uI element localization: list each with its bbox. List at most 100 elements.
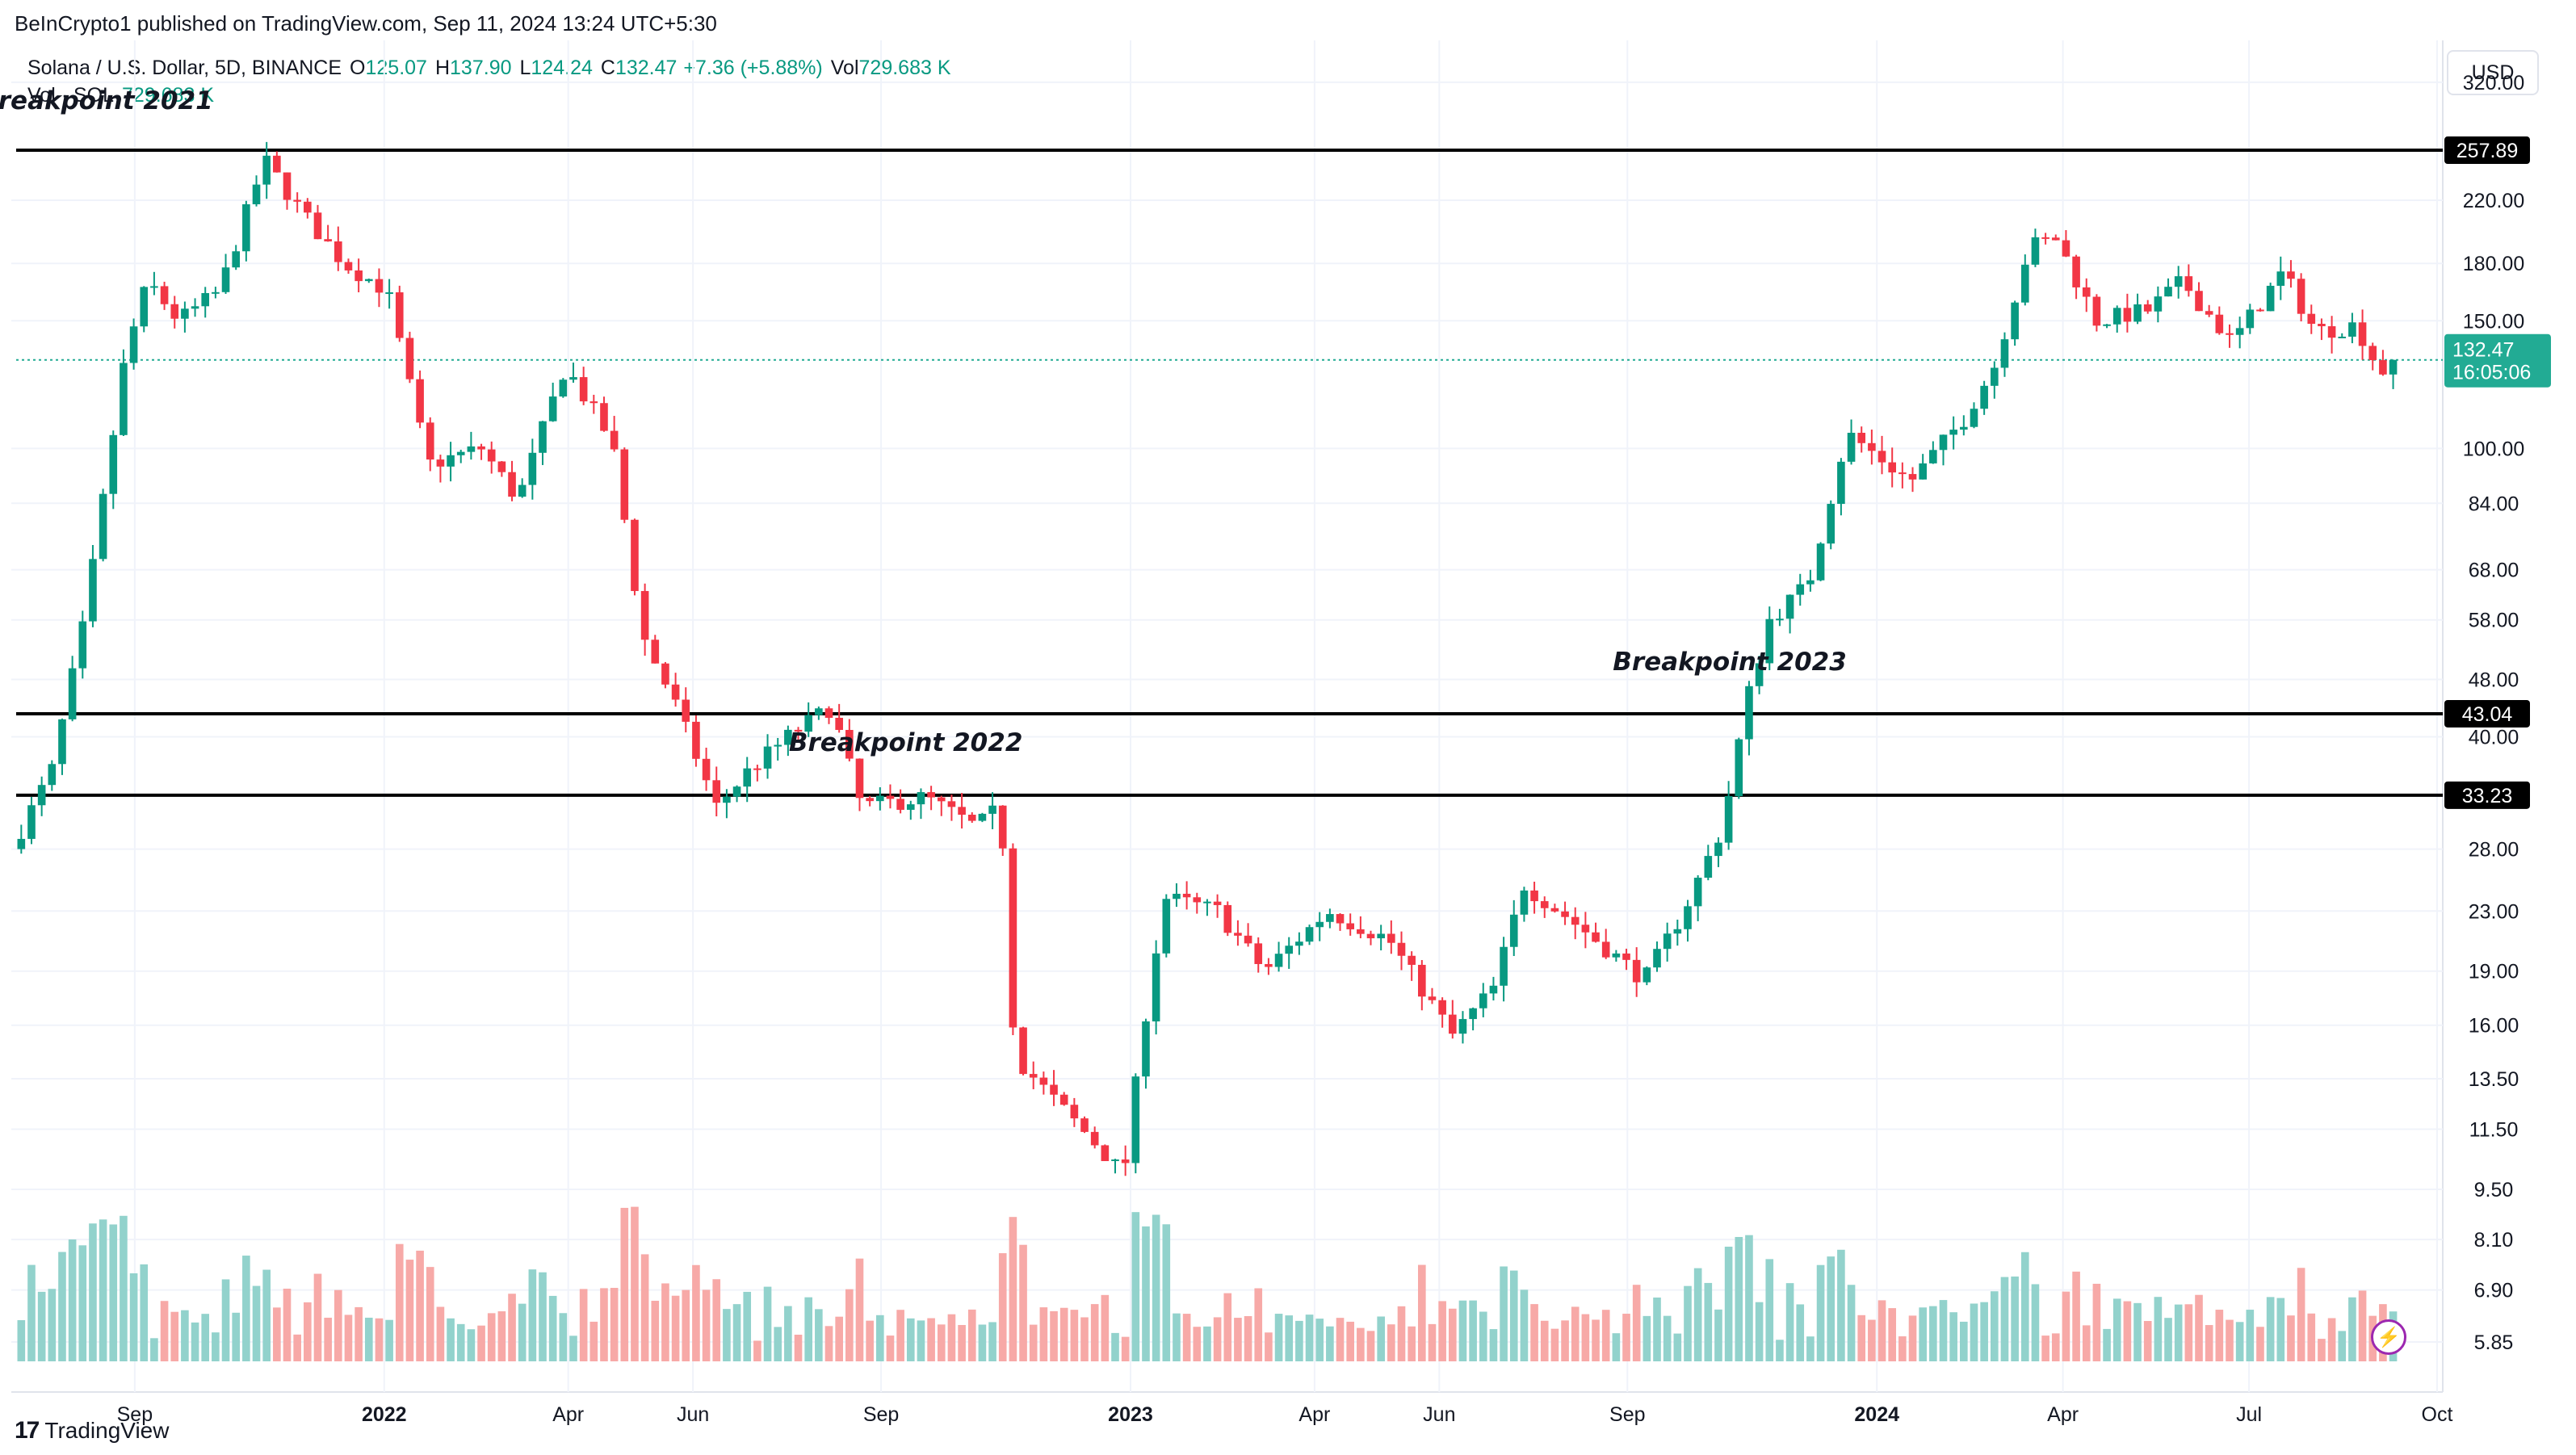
volume-bar (794, 1334, 803, 1361)
volume-bar (1684, 1285, 1692, 1361)
volume-bar (661, 1283, 669, 1361)
candle-body (2123, 308, 2132, 322)
y-axis: 320.00 220.00 180.00 150.00 100.00 84.00 68.00… (2463, 72, 2524, 1354)
volume-bar (804, 1297, 812, 1361)
candle-body (896, 799, 904, 810)
candle-body (682, 699, 690, 722)
volume-bar (1489, 1329, 1498, 1361)
volume-bar (1315, 1319, 1324, 1361)
candle-body (1458, 1019, 1467, 1034)
candle-body (763, 746, 772, 769)
candle-body (559, 379, 568, 397)
x-tick-label: Apr (1298, 1403, 1330, 1426)
candle-body (1632, 959, 1641, 983)
x-tick-label: Sep (117, 1403, 153, 1426)
candle-body (1592, 932, 1600, 942)
lightning-icon[interactable]: ⚡ (2371, 1319, 2406, 1355)
candle-body (610, 430, 619, 450)
candle-body (221, 267, 230, 292)
candle-body (1550, 908, 1559, 912)
candle-body (978, 813, 987, 821)
last-price-marker (2444, 333, 2551, 388)
volume-bar (262, 1269, 271, 1361)
volume-bar (120, 1215, 128, 1361)
volume-bar (181, 1310, 189, 1361)
candle-body (1877, 451, 1886, 463)
key-level-label: 43.04 (2462, 703, 2513, 726)
volume-bar (1223, 1293, 1232, 1361)
candle-body (252, 184, 261, 204)
y-tick-label: 6.90 (2474, 1280, 2514, 1302)
candle-body (1357, 929, 1365, 934)
candle-body (998, 805, 1007, 849)
volume-bar (1663, 1315, 1672, 1361)
key-level-label: 33.23 (2462, 785, 2513, 807)
candle-body (917, 792, 925, 805)
open-value: 125.07 (365, 57, 427, 79)
candle-body (1489, 985, 1498, 994)
volume-bar (1173, 1313, 1181, 1361)
candle-body (160, 286, 169, 304)
volume-bar (191, 1322, 199, 1361)
volume-bar (2195, 1294, 2203, 1361)
candle-body (1448, 1014, 1457, 1034)
volume-bar (1326, 1326, 1334, 1361)
currency-selector[interactable]: USD (2447, 50, 2539, 95)
candle-body (426, 422, 434, 460)
volume-bar (569, 1335, 577, 1361)
candle-body (671, 684, 680, 700)
candle-body (518, 484, 527, 497)
volume-bar (1612, 1333, 1621, 1361)
volume-bar (1295, 1320, 1303, 1361)
candle-body (109, 434, 118, 494)
volume-bar (579, 1289, 588, 1361)
y-tick-label: 320.00 (2463, 72, 2524, 94)
candle-body (1622, 953, 1630, 960)
volume-bar (2215, 1310, 2224, 1361)
volume-bar (1949, 1312, 1957, 1361)
candle-body (1162, 899, 1171, 954)
volume-bar (2011, 1276, 2019, 1361)
candle-body (692, 721, 700, 759)
candle-body (1837, 461, 1845, 505)
volume-bar (2123, 1301, 2132, 1361)
volume-bar (364, 1317, 373, 1361)
volume-bar (170, 1311, 179, 1361)
candle-body (1581, 925, 1590, 933)
volume-bar (1387, 1324, 1395, 1361)
candle-body (2000, 339, 2009, 368)
volume-bar (89, 1223, 97, 1361)
volume-bar (1857, 1315, 1866, 1361)
volume-bar (426, 1267, 434, 1361)
candle-body (2256, 309, 2264, 312)
change-value: +7.36 (+5.88%) (683, 57, 823, 79)
volume-bar (2287, 1315, 2295, 1361)
volume-bar (896, 1310, 904, 1361)
volume-bar (2226, 1319, 2234, 1361)
volume-bar (1101, 1294, 1110, 1361)
candle-body (600, 403, 608, 431)
candle-body (1806, 580, 1815, 585)
candle-body (2051, 237, 2060, 241)
volume-bar (1019, 1244, 1027, 1361)
volume-bar (1050, 1310, 1058, 1361)
candle-body (1305, 927, 1314, 942)
volume-bar (1847, 1285, 1856, 1361)
volume-bar (2092, 1283, 2101, 1361)
candle-body (1336, 914, 1345, 924)
candle-body (988, 805, 996, 814)
candle-body (1540, 901, 1549, 908)
volume-bar (2348, 1297, 2356, 1361)
candle-body (2072, 256, 2080, 287)
x-tick-label: Sep (863, 1403, 899, 1426)
candle-body (405, 338, 414, 379)
volume-bar (1827, 1256, 1836, 1361)
candle-body (1643, 967, 1651, 983)
key-level-marker (2444, 136, 2530, 165)
tradingview-logo[interactable]: 17 TradingView (15, 1417, 169, 1445)
candle-body (2082, 287, 2091, 297)
candle-body (1765, 618, 1774, 664)
volume-bar (682, 1289, 690, 1361)
candle-body (1019, 1027, 1027, 1075)
